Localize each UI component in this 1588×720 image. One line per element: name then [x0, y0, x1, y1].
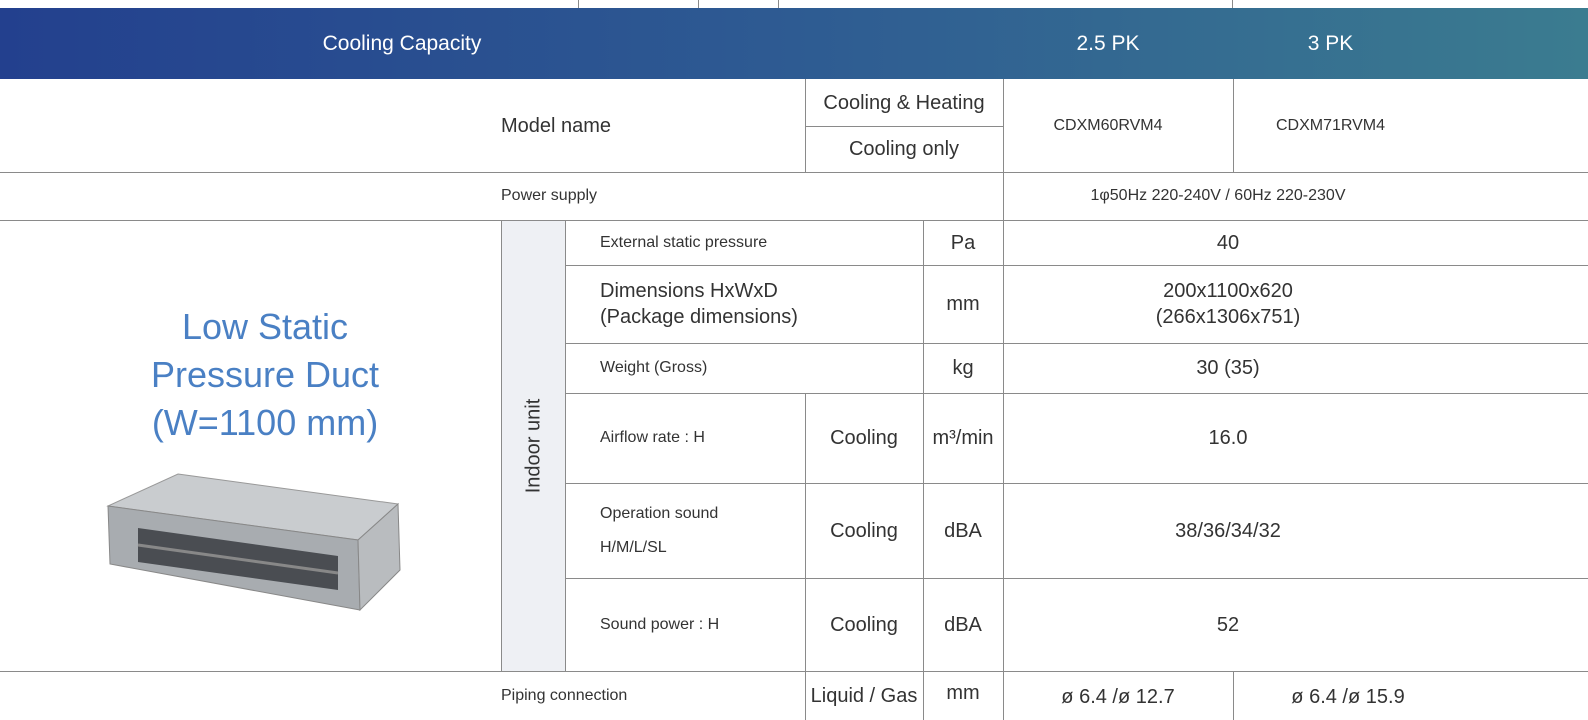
unit: dBA [944, 519, 982, 542]
unit: dBA [944, 613, 982, 636]
row-label: Model name [501, 114, 612, 137]
spec-value-line: (266x1306x751) [1155, 306, 1301, 328]
row-label-line: External static pressure [600, 233, 768, 251]
row-label-line: Weight (Gross) [600, 359, 708, 376]
row-label-line: (Package dimensions) [600, 306, 798, 328]
piping-value: ø 6.4 /ø 15.9 [1291, 686, 1405, 708]
variant: Cooling & Heating [823, 91, 985, 114]
variant: Cooling only [848, 138, 960, 160]
mode: Cooling [830, 613, 898, 636]
spec-value: 16.0 [1003, 393, 1453, 483]
product-name-line: Low Static [181, 306, 349, 347]
row-label: External static pressure [600, 220, 958, 265]
unit: mm [946, 293, 980, 315]
row-label: Operation sound H/M/L/SL [600, 483, 840, 578]
section-band [502, 221, 565, 671]
spec-value-line: 40 [1216, 231, 1240, 254]
product-image [106, 473, 401, 612]
spec-value: 40 [1003, 220, 1453, 265]
header-title: Cooling Capacity [322, 31, 482, 55]
spec-value-line: 38/36/34/32 [1175, 519, 1281, 542]
spec-value: 200x1100x620 (266x1306x751) [1003, 265, 1453, 343]
power-value: 1φ50Hz 220-240V / 60Hz 220-230V [1090, 187, 1346, 204]
row-label: Piping connection [501, 686, 628, 704]
header-band [0, 8, 1588, 79]
spec-value-line: 30 (35) [1196, 357, 1260, 379]
product-name-line: (W=1100 mm) [151, 402, 379, 443]
spec-value: 52 [1003, 578, 1453, 671]
row-label-line: H/M/L/SL [600, 538, 667, 556]
row-label: Sound power : H [600, 578, 840, 671]
row-label: Weight (Gross) [600, 343, 958, 393]
model-value: CDXM60RVM4 [1053, 116, 1163, 134]
spec-value: 38/36/34/32 [1003, 483, 1453, 578]
column-header: 2.5 PK [1076, 31, 1140, 55]
piping-value: ø 6.4 /ø 12.7 [1061, 686, 1175, 708]
spec-value: 30 (35) [1003, 343, 1453, 393]
column-header: 3 PK [1307, 31, 1354, 55]
row-label-line: Operation sound [600, 504, 719, 522]
mode: Liquid / Gas [810, 684, 918, 707]
model-value: CDXM71RVM4 [1275, 116, 1386, 134]
mode: Cooling [830, 427, 898, 449]
spec-value-line: 16.0 [1208, 427, 1248, 449]
product-name-line: Pressure Duct [150, 354, 380, 395]
spec-value-line: 200x1100x620 [1163, 280, 1293, 302]
row-label-line: Sound power : H [600, 615, 720, 633]
unit: kg [952, 357, 974, 379]
row-label: Dimensions HxWxD (Package dimensions) [600, 265, 958, 343]
section-label-text: Indoor unit [522, 398, 545, 494]
row-label: Airflow rate : H [600, 393, 840, 483]
mode: Cooling [830, 519, 898, 542]
unit: Pa [950, 231, 976, 254]
unit: mm [946, 682, 980, 704]
unit: m³/min [932, 427, 994, 449]
row-label: Power supply [501, 187, 598, 204]
row-label-line: Dimensions HxWxD [600, 280, 778, 302]
section-label: Indoor unit [502, 221, 565, 671]
spec-value-line: 52 [1216, 613, 1240, 636]
row-label-line: Airflow rate : H [600, 429, 705, 446]
product-name: Low Static Pressure Duct (W=1100 mm) [60, 300, 470, 450]
